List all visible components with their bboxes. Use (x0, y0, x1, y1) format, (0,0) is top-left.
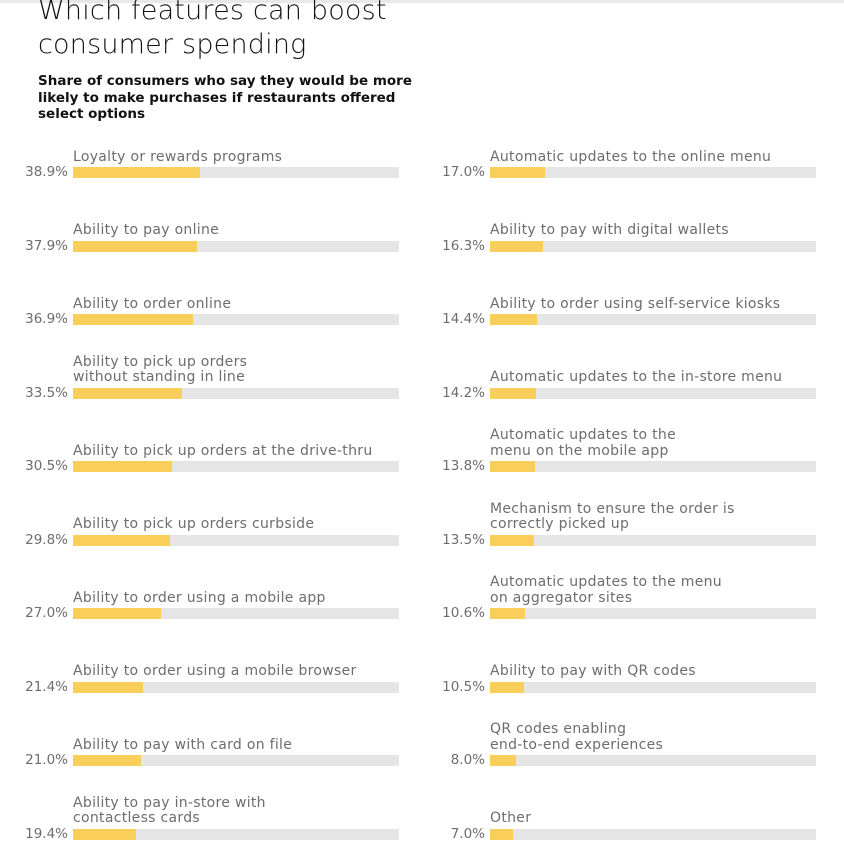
value-label: 21.4% (25, 678, 68, 695)
bar-label: Ability to pay with card on file (73, 736, 293, 753)
bar (490, 755, 517, 766)
bar-label: Automatic updates to the menu on the mob… (490, 427, 677, 459)
bar-label: Ability to order using a mobile app (73, 589, 326, 606)
bar-track (73, 240, 399, 252)
bar-label: Ability to order using a mobile browser (73, 663, 357, 679)
bar-label: Automatic updates to the in-store menu (490, 369, 783, 385)
bar-track (73, 755, 399, 766)
value-label: 30.5% (25, 458, 68, 474)
bar-label: Mechanism to ensure the order is correct… (490, 500, 735, 532)
bar (490, 534, 534, 546)
bar-label: Ability to pay online (73, 222, 220, 238)
bar-label: Ability to pay with digital wallets (490, 222, 729, 238)
value-label: 10.5% (442, 678, 485, 695)
bar (490, 314, 537, 325)
bar-track (490, 314, 816, 325)
bar-label: Ability to pick up orders at the drive-t… (73, 442, 373, 459)
bar-label: Other (490, 810, 532, 826)
bar-track (73, 608, 399, 619)
bar-label: QR codes enabling end-to-end experiences (490, 721, 664, 753)
chart-title: Which features can boost consumer spendi… (38, 0, 387, 60)
bar-track (73, 828, 399, 840)
bar (490, 461, 535, 472)
value-label: 13.8% (442, 458, 485, 474)
value-label: 29.8% (25, 531, 68, 548)
bar (73, 387, 183, 399)
bar-track (490, 461, 816, 472)
bar (73, 755, 142, 766)
bar (490, 167, 546, 178)
bar-label: Ability to pick up orders curbside (73, 516, 315, 532)
bar-label: Ability to order using self-service kios… (490, 295, 781, 312)
value-label: 10.6% (442, 605, 485, 621)
bar (490, 608, 525, 619)
value-label: 33.5% (25, 384, 68, 401)
value-label: 27.0% (25, 605, 68, 621)
bar-track (490, 240, 816, 252)
bar-track (73, 681, 399, 693)
bar (490, 828, 513, 840)
bar-track (73, 461, 399, 472)
value-label: 36.9% (25, 311, 68, 327)
bar-label: Loyalty or rewards programs (73, 148, 283, 165)
top-divider (0, 0, 844, 3)
value-label: 21.0% (25, 752, 68, 768)
bar-track (73, 534, 399, 546)
value-label: 14.2% (442, 384, 485, 401)
bar-track (490, 167, 816, 178)
bar-track (490, 534, 816, 546)
bar (73, 608, 162, 619)
bar-label: Ability to pick up orders without standi… (73, 353, 248, 385)
bar (73, 314, 194, 325)
bar-label: Ability to pay with QR codes (490, 663, 696, 679)
bar-track (490, 608, 816, 619)
bar (73, 461, 173, 472)
bar (73, 167, 200, 178)
bar-track (73, 314, 399, 325)
value-label: 16.3% (442, 237, 485, 254)
bar (73, 534, 171, 546)
value-label: 14.4% (442, 311, 485, 327)
value-label: 8.0% (450, 752, 485, 768)
bar-label: Ability to pay in-store with contactless… (73, 794, 266, 826)
bar-label: Automatic updates to the online menu (490, 148, 772, 165)
value-label: 19.4% (25, 825, 68, 842)
bar-track (73, 167, 399, 178)
bar-track (73, 387, 399, 399)
value-label: 38.9% (25, 164, 68, 180)
bar (490, 240, 544, 252)
chart-subtitle: Share of consumers who say they would be… (38, 73, 412, 122)
bar (490, 387, 537, 399)
value-label: 17.0% (442, 164, 485, 180)
bar-track (490, 755, 816, 766)
bar-label: Automatic updates to the menu on aggrega… (490, 574, 722, 606)
value-label: 37.9% (25, 237, 68, 254)
bar (490, 681, 525, 693)
bar (73, 828, 137, 840)
bar-label: Ability to order online (73, 295, 232, 312)
bar-track (490, 828, 816, 840)
bar-track (490, 681, 816, 693)
value-label: 7.0% (450, 825, 485, 842)
value-label: 13.5% (442, 531, 485, 548)
bar-track (490, 387, 816, 399)
bar (73, 240, 197, 252)
bar (73, 681, 143, 693)
